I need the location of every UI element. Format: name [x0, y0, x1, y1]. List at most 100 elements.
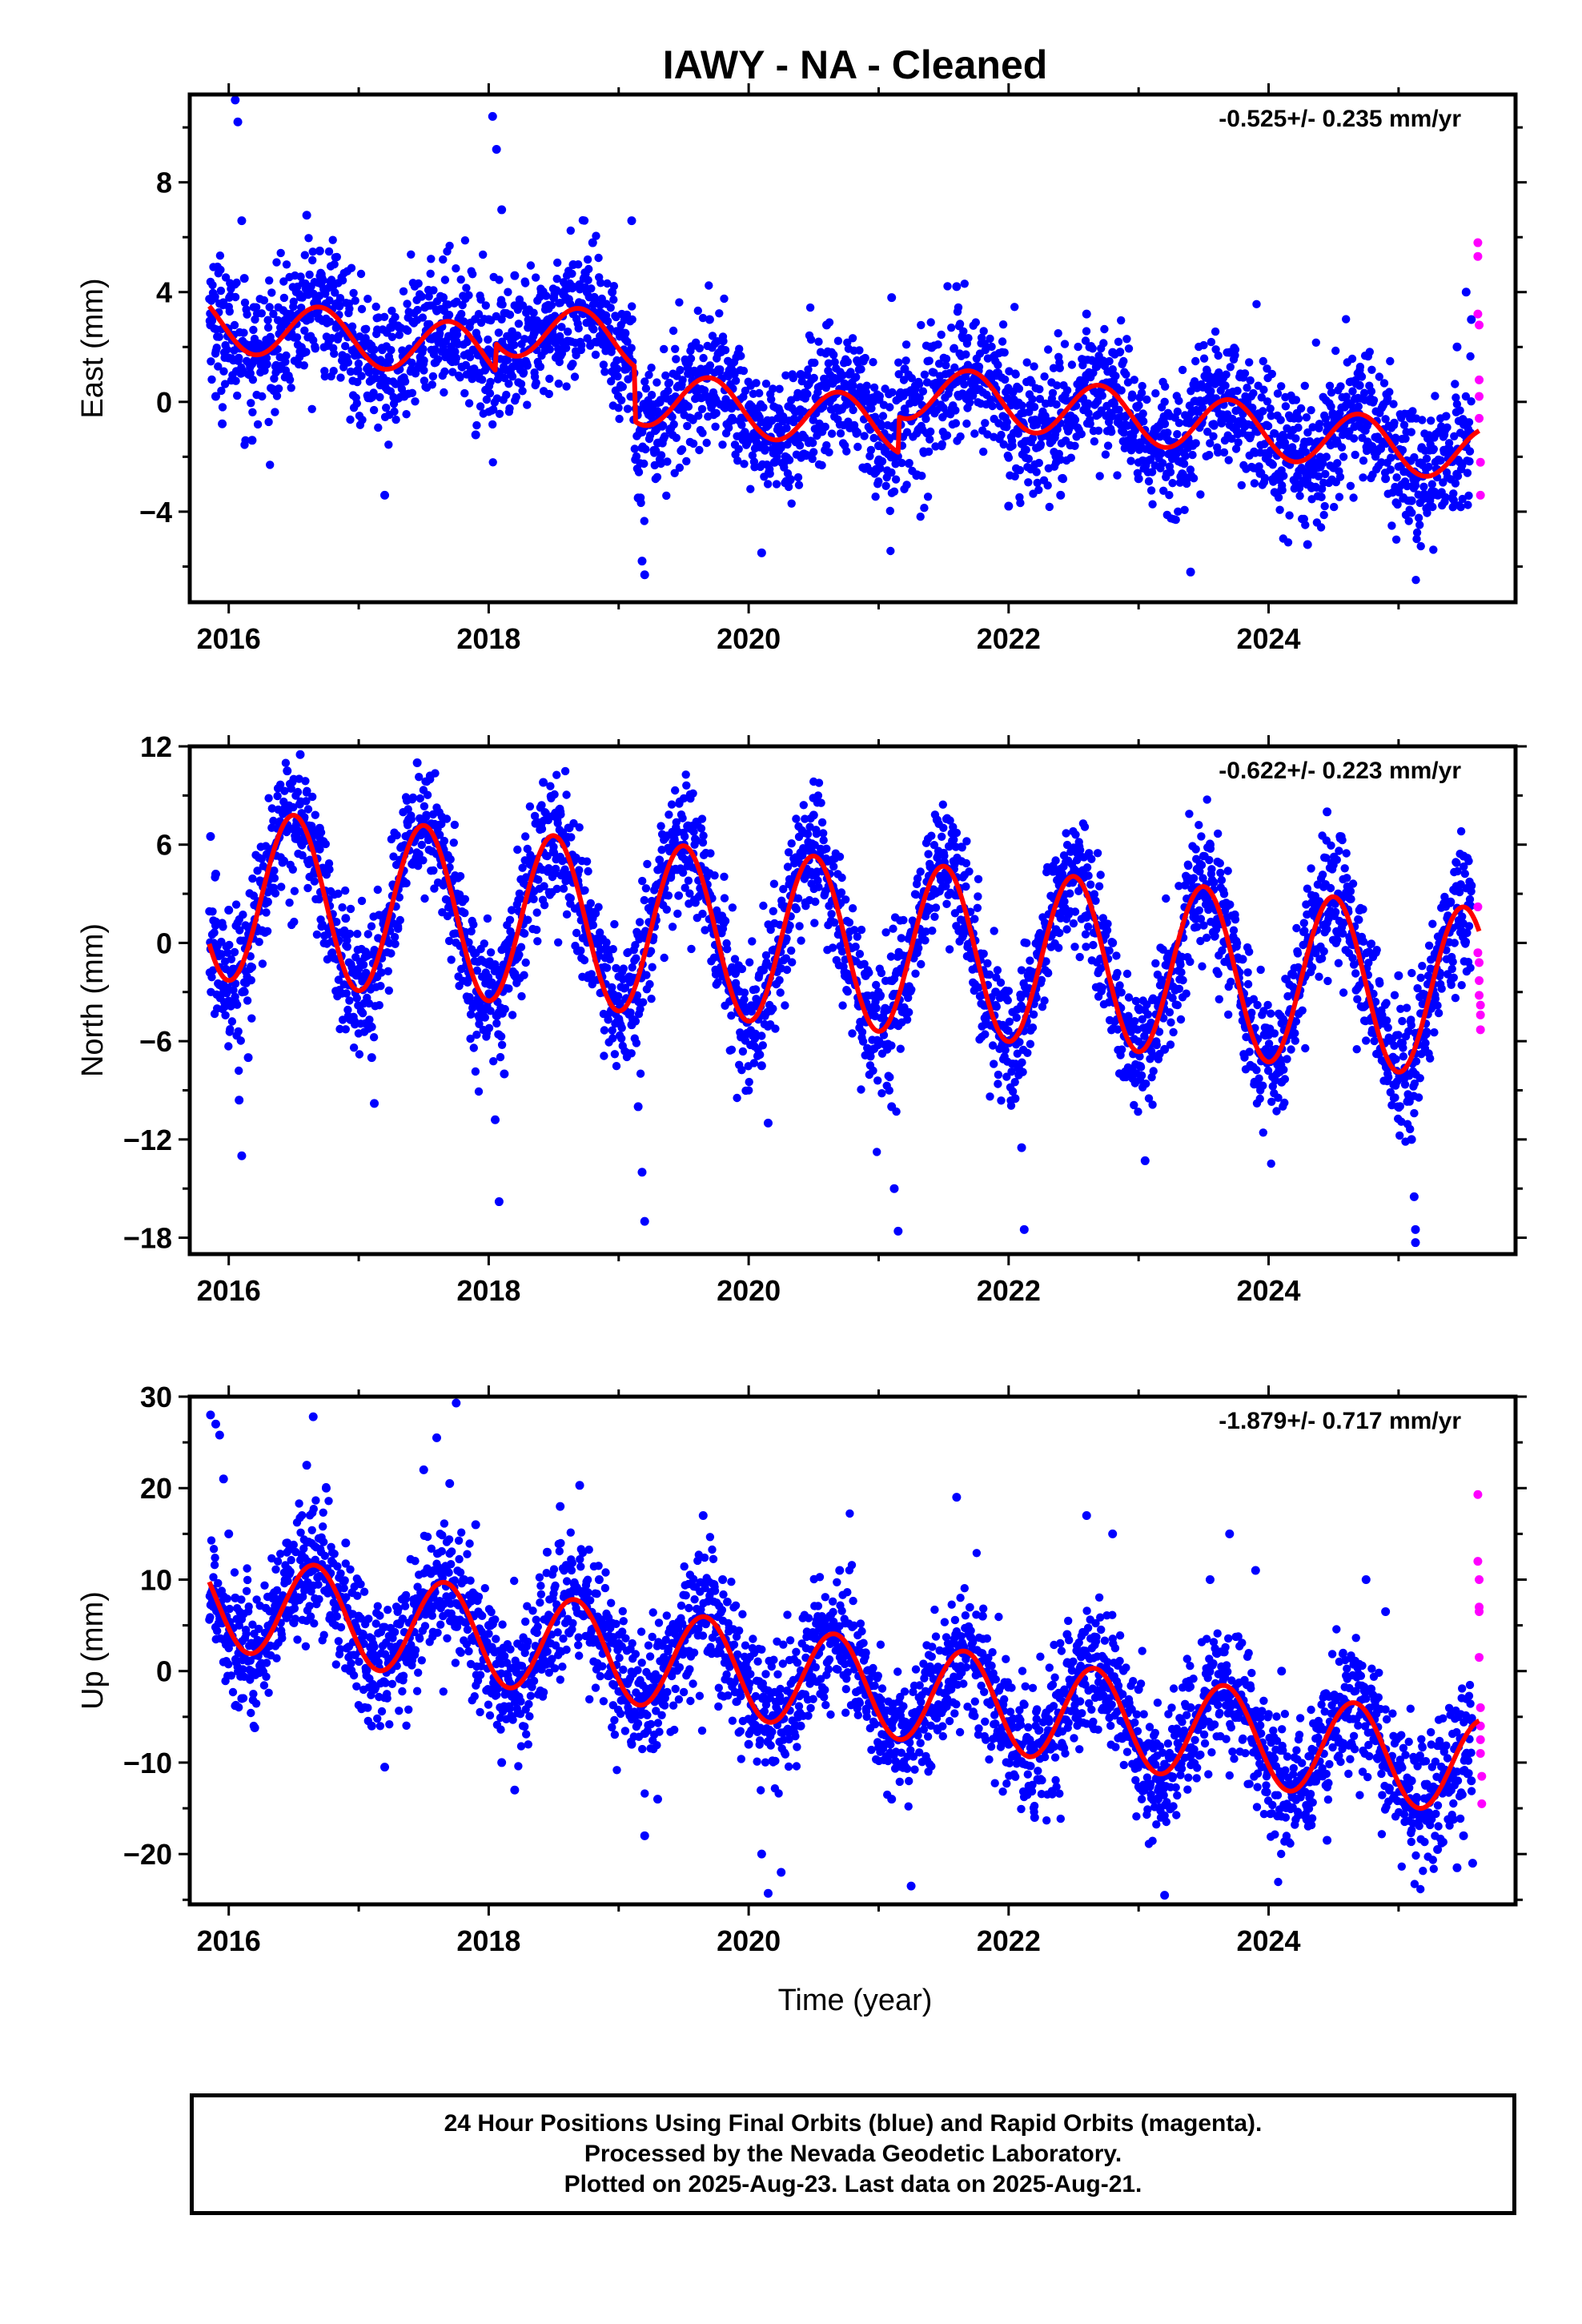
final-orbit-point: [637, 557, 647, 566]
final-orbit-point: [290, 917, 299, 927]
final-orbit-point: [615, 414, 624, 424]
final-orbit-point: [415, 850, 424, 858]
final-orbit-point: [505, 310, 515, 320]
final-orbit-point: [628, 315, 636, 324]
final-orbit-point: [1049, 364, 1058, 372]
final-orbit-point: [891, 460, 900, 468]
final-orbit-point: [1245, 358, 1254, 367]
final-orbit-point: [246, 369, 255, 378]
final-orbit-point: [998, 320, 1008, 329]
final-orbit-point: [1060, 340, 1070, 348]
final-orbit-point: [809, 416, 817, 424]
final-orbit-point: [1025, 408, 1034, 416]
final-orbit-point: [983, 430, 992, 439]
final-orbit-point: [330, 349, 339, 358]
final-orbit-point: [568, 360, 577, 368]
final-orbit-point: [373, 885, 382, 895]
final-orbit-point: [289, 297, 298, 306]
final-orbit-point: [537, 824, 547, 834]
final-orbit-point: [817, 460, 826, 470]
final-orbit-point: [1315, 452, 1325, 461]
final-orbit-point: [825, 448, 833, 456]
final-orbit-point: [1035, 384, 1044, 394]
final-orbit-point: [521, 279, 530, 287]
final-orbit-point: [1300, 381, 1310, 390]
final-orbit-point: [577, 340, 586, 350]
final-orbit-point: [901, 407, 909, 416]
final-orbit-point: [251, 303, 261, 312]
final-orbit-point: [220, 380, 230, 388]
final-orbit-point: [227, 1017, 237, 1026]
final-orbit-point: [1174, 419, 1184, 428]
final-orbit-point: [497, 1040, 507, 1050]
final-orbit-point: [1274, 493, 1283, 502]
final-orbit-point: [253, 866, 262, 875]
final-orbit-point: [300, 251, 309, 259]
final-orbit-point: [1329, 463, 1339, 472]
final-orbit-point: [1043, 481, 1052, 490]
final-orbit-point: [304, 234, 313, 243]
final-orbit-point: [408, 388, 417, 397]
final-orbit-point: [1407, 509, 1416, 517]
final-orbit-point: [545, 374, 554, 384]
final-orbit-point: [1001, 375, 1010, 384]
final-orbit-point: [553, 258, 562, 267]
final-orbit-point: [1294, 414, 1303, 423]
final-orbit-point: [517, 991, 526, 1001]
final-orbit-point: [1015, 465, 1025, 475]
final-orbit-point: [486, 948, 496, 957]
final-orbit-point: [492, 394, 502, 403]
final-orbit-point: [533, 937, 542, 946]
final-orbit-point: [1024, 454, 1034, 464]
final-orbit-point: [308, 255, 317, 265]
final-orbit-point: [734, 444, 743, 453]
final-orbit-point: [843, 357, 853, 367]
final-orbit-point: [970, 429, 979, 438]
final-orbit-point: [207, 357, 215, 366]
final-orbit-point: [417, 292, 426, 301]
final-orbit-point: [231, 900, 241, 909]
final-orbit-point: [529, 308, 538, 317]
final-orbit-point: [1014, 384, 1024, 393]
final-orbit-point: [1173, 407, 1182, 416]
final-orbit-point: [419, 344, 428, 354]
final-orbit-point: [1319, 510, 1328, 520]
final-orbit-point: [428, 810, 438, 819]
final-orbit-point: [263, 360, 271, 369]
final-orbit-point: [358, 1009, 367, 1018]
final-orbit-point: [608, 1034, 617, 1043]
final-orbit-point: [387, 346, 396, 355]
final-orbit-point: [328, 282, 338, 292]
final-orbit-point: [363, 930, 372, 939]
final-orbit-point: [907, 985, 916, 995]
final-orbit-point: [239, 274, 249, 283]
final-orbit-point: [1126, 456, 1135, 465]
final-orbit-point: [1314, 472, 1323, 480]
final-orbit-point: [408, 358, 416, 368]
final-orbit-point: [1138, 409, 1147, 418]
final-orbit-point: [648, 963, 656, 971]
final-orbit-point: [632, 452, 641, 461]
final-orbit-point: [806, 335, 816, 344]
final-orbit-point: [492, 1019, 501, 1028]
final-orbit-point: [693, 306, 702, 316]
final-orbit-point: [1363, 446, 1371, 456]
final-orbit-point: [552, 275, 561, 283]
final-orbit-point: [1367, 387, 1376, 396]
final-orbit-point: [905, 1007, 913, 1017]
final-orbit-point: [1259, 356, 1268, 366]
final-orbit-point: [1399, 420, 1409, 429]
final-orbit-point: [656, 459, 665, 468]
final-orbit-point: [243, 310, 251, 319]
final-orbit-point: [1369, 396, 1379, 404]
final-orbit-point: [735, 344, 744, 353]
final-orbit-point: [612, 356, 621, 365]
final-orbit-point: [719, 336, 728, 346]
final-orbit-point: [349, 1043, 359, 1052]
final-orbit-point: [569, 818, 578, 828]
final-orbit-point: [400, 377, 410, 386]
final-orbit-point: [472, 966, 482, 975]
final-orbit-point: [662, 905, 671, 915]
final-orbit-point: [346, 415, 355, 424]
